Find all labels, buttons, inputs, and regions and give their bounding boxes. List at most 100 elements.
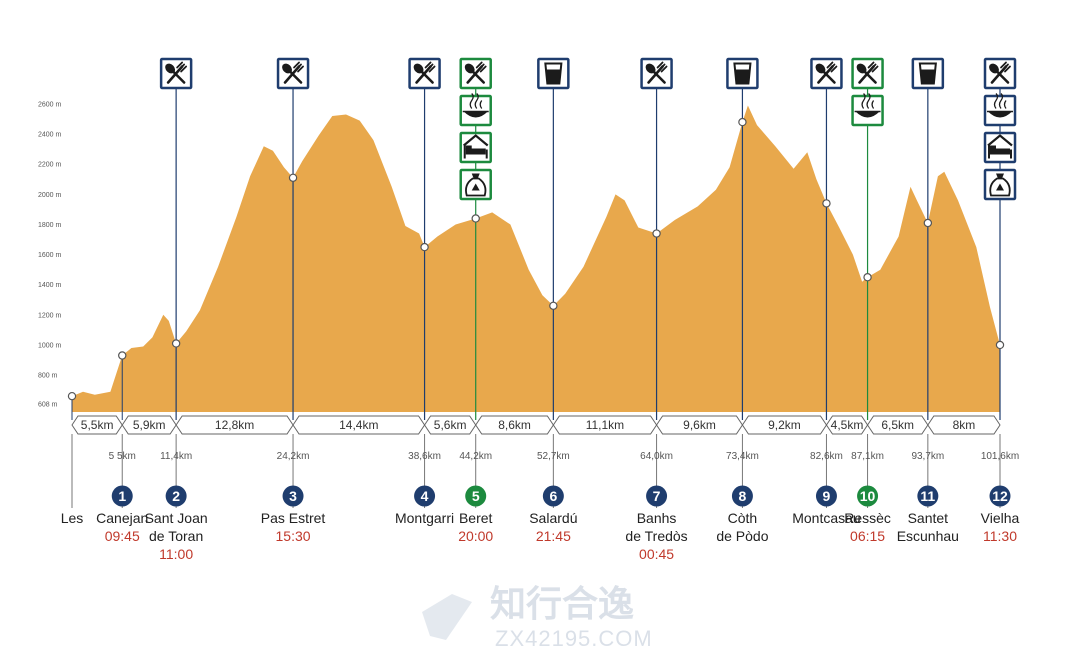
segment-distance-label: 5,9km (133, 418, 166, 432)
bag-icon (459, 168, 492, 201)
y-tick-label: 1400 m (38, 282, 62, 289)
segment-distance-label: 11,1km (586, 418, 624, 432)
segment-distance-label: 4,5km (831, 418, 864, 432)
stop-number: 2 (172, 488, 180, 504)
waypoint-dot (822, 199, 831, 208)
stop-number: 7 (653, 488, 661, 504)
stop-name: Canejan (96, 510, 148, 526)
steam (469, 93, 483, 109)
stop-number: 1 (118, 488, 126, 504)
stop-number-badge (414, 485, 436, 507)
y-tick-label: 2600 m (38, 102, 62, 109)
cutlery-icon (408, 57, 441, 90)
stop-name: Escunhau (897, 528, 959, 544)
bag-knot (996, 173, 1004, 179)
y-tick-label: 2200 m (38, 162, 62, 169)
stop-time: 00:45 (639, 546, 674, 562)
icon-frame (983, 94, 1017, 127)
roof (463, 134, 489, 147)
fork-tines (293, 61, 304, 73)
stop-number: 6 (549, 488, 557, 504)
cumulative-km-label: 52,7km (537, 451, 570, 462)
stop-number-badge (465, 485, 487, 507)
segment-distance-label: 5,6km (434, 418, 467, 432)
spoon-bowl (464, 63, 475, 74)
cumulative-km-label: 101,6km (981, 451, 1019, 462)
waypoint-dot (738, 117, 747, 127)
segment-distance-label: 14,4km (339, 418, 378, 432)
spoon-bowl (856, 63, 867, 74)
waypoint-dot (863, 272, 872, 282)
stop-name: de Pòdo (716, 528, 768, 544)
segment-distance-label: 9,2km (768, 418, 801, 432)
drink-icon (537, 57, 570, 90)
y-tick-label: 1800 m (38, 222, 62, 229)
fork-tines (826, 61, 838, 73)
stop-labels: Les 1 Canejan 09:45 2 Sant Joan de Toran 11:00 3… (61, 485, 1020, 562)
stop-number-badge (815, 485, 837, 507)
waypoint-markers (67, 117, 1005, 401)
drink-icon (726, 57, 759, 90)
glass-fill (920, 69, 936, 84)
glass-fill (546, 69, 561, 84)
stop-time: 06:15 (850, 528, 885, 544)
stop-number-badge (731, 485, 753, 507)
spoon-handle (651, 69, 666, 84)
watermark-en: ZX42195.COM (495, 626, 653, 651)
stop-time: 21:45 (536, 528, 571, 544)
bowl (855, 111, 880, 118)
y-tick-label: 1000 m (38, 342, 62, 349)
stop-time: 11:30 (983, 528, 1017, 544)
stop-number-badge (165, 485, 187, 507)
icon-frame (459, 94, 492, 127)
stop-number: 12 (992, 488, 1008, 504)
spoon-bowl (282, 63, 292, 74)
fork-tines (475, 61, 487, 73)
stop-time: 09:45 (105, 528, 140, 544)
waypoint-dot (549, 301, 558, 311)
glass-fill (735, 69, 750, 84)
cutlery-icon (459, 57, 492, 90)
spoon-handle (470, 69, 486, 84)
fork-tines (176, 61, 188, 73)
elevation-area (72, 105, 1000, 412)
stop-number: 5 (472, 488, 480, 504)
bed-icon (459, 131, 492, 164)
glass-outline (918, 62, 937, 85)
segment-distance-label: 9,6km (683, 418, 716, 432)
waypoint-dot (420, 242, 429, 252)
stop-number: 8 (739, 488, 747, 504)
stop-number-badge (989, 485, 1011, 507)
watermark-cn: 知行合逸 (490, 583, 634, 624)
stop-number-badge (857, 485, 879, 507)
cumulative-km-label: 82,6km (810, 451, 843, 462)
cumulative-km-label: 24,2km (277, 451, 310, 462)
bag-knot (471, 173, 480, 179)
stop-number-badge (111, 485, 133, 507)
y-tick-label: 1200 m (38, 312, 62, 319)
stop-name: Vielha (981, 510, 1020, 526)
waypoint-dot (67, 391, 77, 401)
stop-name: Salardú (529, 510, 577, 526)
spoon-handle (419, 69, 434, 84)
cutlery-icon (159, 57, 193, 90)
cumulative-km-label: 11,4km (160, 451, 192, 462)
stop-name: Les (61, 510, 84, 526)
segment-distance-label: 6,5km (881, 418, 914, 432)
y-tick-label: 1600 m (38, 252, 62, 259)
segment-distance-band: 5,5km 5,9km 12,8km 14,4km 5,6km 8,6km 11,1km 9,… (71, 415, 1001, 435)
cumulative-km-label: 38,6km (408, 451, 441, 462)
stop-time: 11:00 (159, 546, 193, 562)
cutlery-icon (810, 57, 843, 90)
icon-frame (983, 131, 1017, 164)
spoon-handle (821, 69, 836, 84)
pillow (465, 145, 472, 150)
fork-tines (1000, 61, 1011, 73)
cumulative-km-label: 93,7km (911, 451, 944, 462)
stop-number: 4 (421, 488, 429, 504)
stop-number: 10 (860, 488, 876, 504)
cutlery-icon (851, 57, 884, 90)
elevation-profile-fill (72, 105, 1000, 412)
icon-frame (459, 131, 492, 164)
